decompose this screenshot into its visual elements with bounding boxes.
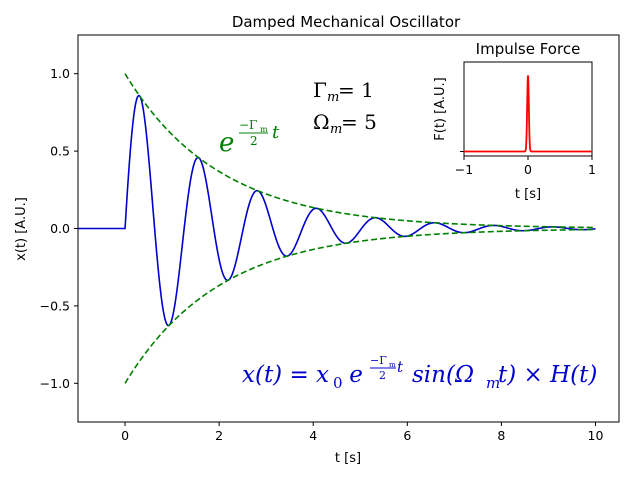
parameter-gamma: Γ m = 1	[313, 78, 374, 105]
main-y-tick-label: 0.0	[50, 221, 70, 236]
main-chart-title: Damped Mechanical Oscillator	[232, 13, 461, 31]
main-x-tick-label: 10	[588, 428, 604, 443]
formula-exponent-sub: m	[389, 361, 396, 369]
omega-value: = 5	[341, 110, 377, 134]
main-y-tick-label: −0.5	[40, 298, 70, 313]
inset-chart-title: Impulse Force	[476, 40, 581, 58]
inset-x-tick-label: 1	[588, 162, 596, 177]
lower-envelope-line	[124, 228, 596, 384]
main-series	[78, 73, 596, 384]
main-x-tick-label: 8	[497, 428, 505, 443]
formula-lhs: x(t) = x	[242, 362, 329, 388]
inset-x-tick-label: −1	[455, 162, 473, 177]
envelope-exponent-sub: m	[260, 125, 268, 134]
inset-x-tick-label: 0	[524, 162, 532, 177]
main-ticks: 0 2 4 6 8 10−1.0−0.50.00.51.0	[40, 66, 604, 443]
main-x-tick-label: 4	[309, 428, 317, 443]
envelope-base: e	[219, 128, 234, 158]
envelope-annotation: e −Γ m 2 t	[219, 118, 280, 158]
inset-series	[464, 75, 592, 153]
main-y-tick-label: 0.5	[50, 144, 70, 159]
formula-sin-tail: t) × H(t)	[498, 362, 597, 388]
impulse-line	[464, 75, 592, 153]
envelope-exponent-variable: t	[272, 122, 280, 143]
main-y-axis-label: x(t) [A.U.]	[14, 197, 29, 261]
omega-symbol: Ω	[313, 110, 330, 134]
main-chart: Damped Mechanical Oscillator 0 2 4 6 8 10−1.0…	[14, 13, 620, 466]
envelope-exponent-denominator: 2	[250, 134, 258, 148]
main-x-tick-label: 2	[215, 428, 223, 443]
formula-exp-base: e	[342, 362, 363, 388]
formula-annotation: x(t) = x 0 e −Γ m 2 t sin(Ω m t) × H(t)	[242, 354, 597, 392]
gamma-symbol: Γ	[313, 78, 327, 102]
formula-sin: sin(Ω	[412, 362, 474, 388]
inset-chart: Impulse Force −1 0 1 t [s] F(t) [A.U.]	[433, 40, 596, 202]
main-x-axis-label: t [s]	[335, 451, 361, 466]
omega-subscript: m	[330, 122, 342, 137]
gamma-subscript: m	[327, 90, 339, 105]
main-y-tick-label: −1.0	[40, 376, 70, 391]
formula-exponent-numerator: −Γ	[370, 354, 387, 367]
main-y-tick-label: 1.0	[50, 66, 70, 81]
response-line	[78, 94, 596, 327]
inset-x-axis-label: t [s]	[515, 187, 541, 202]
upper-envelope-line	[124, 73, 596, 229]
formula-sin-subscript: m	[486, 374, 500, 392]
envelope-exponent-numerator: −Γ	[239, 118, 257, 132]
main-x-tick-label: 0	[121, 428, 129, 443]
formula-exponent-variable: t	[397, 358, 404, 376]
main-x-tick-label: 6	[403, 428, 411, 443]
inset-ticks: −1 0 1	[455, 151, 596, 177]
formula-x0-subscript: 0	[333, 374, 343, 392]
parameter-omega: Ω m = 5	[313, 110, 377, 137]
formula-exponent-denominator: 2	[379, 369, 386, 382]
inset-y-axis-label: F(t) [A.U.]	[433, 77, 448, 140]
gamma-value: = 1	[338, 78, 374, 102]
